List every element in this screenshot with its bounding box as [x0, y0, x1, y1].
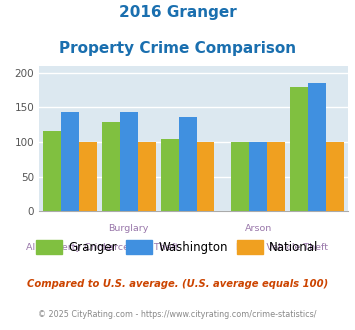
Text: 2016 Granger: 2016 Granger [119, 5, 236, 20]
Legend: Granger, Washington, National: Granger, Washington, National [32, 235, 323, 258]
Bar [231, 142, 249, 211]
Text: Arson: Arson [245, 224, 272, 233]
Bar [61, 112, 79, 211]
Text: Compared to U.S. average. (U.S. average equals 100): Compared to U.S. average. (U.S. average … [27, 279, 328, 289]
Text: Property Crime Comparison: Property Crime Comparison [59, 41, 296, 56]
Bar [138, 142, 155, 211]
Bar [326, 142, 344, 211]
Text: All Property Crime: All Property Crime [27, 243, 113, 252]
Bar [179, 117, 197, 211]
Bar [290, 87, 308, 211]
Bar [249, 142, 267, 211]
Bar [308, 82, 326, 211]
Bar [267, 142, 285, 211]
Text: Burglary: Burglary [109, 224, 149, 233]
Bar [120, 112, 138, 211]
Text: © 2025 CityRating.com - https://www.cityrating.com/crime-statistics/: © 2025 CityRating.com - https://www.city… [38, 310, 317, 319]
Text: Motor Vehicle Theft: Motor Vehicle Theft [236, 243, 328, 252]
Bar [79, 142, 97, 211]
Bar [102, 122, 120, 211]
Bar [161, 139, 179, 211]
Bar [197, 142, 214, 211]
Text: Larceny & Theft: Larceny & Theft [103, 243, 178, 252]
Bar [43, 131, 61, 211]
